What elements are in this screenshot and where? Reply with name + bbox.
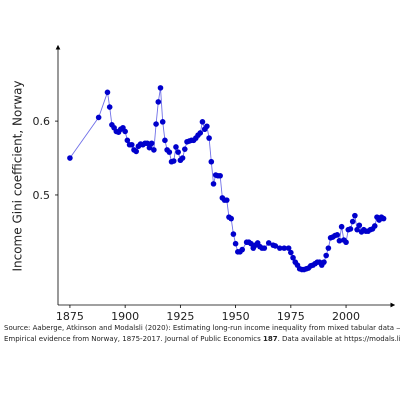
data-point	[162, 137, 168, 144]
data-point	[265, 240, 272, 246]
data-point	[173, 144, 179, 150]
data-point	[272, 243, 279, 249]
data-point	[155, 99, 162, 105]
x-tick-label: 1900	[111, 310, 139, 323]
source-line: Empirical evidence from Norway, 1875-201…	[4, 335, 400, 343]
y-tick-label: 0.6	[33, 115, 51, 128]
data-point	[239, 246, 246, 253]
data-point	[133, 148, 139, 155]
data-point	[67, 155, 73, 161]
data-point	[151, 147, 157, 153]
data-point	[146, 144, 153, 151]
data-point	[323, 252, 329, 259]
data-point	[352, 212, 358, 219]
data-point	[124, 137, 131, 144]
data-point	[380, 215, 387, 222]
data-point	[232, 240, 239, 247]
data-point	[204, 123, 210, 130]
data-point	[217, 172, 223, 179]
y-tick-label: 0.5	[33, 189, 51, 202]
source-text: Empirical evidence from Norway, 1875-201…	[4, 335, 263, 343]
data-point	[95, 114, 102, 121]
data-point	[371, 223, 378, 229]
data-point	[347, 226, 354, 232]
data-point	[181, 146, 188, 152]
data-point	[210, 181, 217, 187]
data-point	[321, 259, 327, 265]
data-point	[175, 149, 181, 155]
data-point	[343, 239, 349, 246]
x-tick-label: 1950	[222, 310, 250, 323]
x-tick-label: 2000	[332, 310, 360, 323]
data-point	[290, 254, 296, 261]
data-point	[261, 245, 268, 251]
data-point	[336, 237, 343, 244]
data-point	[170, 158, 177, 164]
data-point	[157, 85, 164, 91]
data-point	[338, 223, 345, 230]
data-point	[153, 121, 159, 127]
data-point	[354, 226, 360, 233]
series-line	[69, 87, 384, 270]
data-point	[276, 245, 283, 251]
source-line: Source: Aaberge, Atkinson and Modalsli (…	[4, 324, 400, 332]
data-point	[325, 245, 332, 251]
data-point	[208, 158, 215, 165]
data-point	[122, 128, 128, 135]
data-point	[356, 222, 363, 229]
data-point	[223, 197, 230, 203]
source-text: . Data available at https://modals.li	[278, 335, 400, 343]
data-point	[281, 245, 288, 251]
data-point	[334, 232, 341, 238]
data-point	[148, 140, 155, 147]
x-tick-label: 1875	[56, 310, 84, 323]
x-tick-label: 1925	[166, 310, 194, 323]
y-axis-label: Income Gini coefficient, Norway	[11, 80, 25, 271]
data-point	[285, 245, 292, 251]
data-point	[228, 215, 234, 222]
data-point	[159, 119, 166, 125]
data-point	[104, 89, 111, 96]
data-point	[199, 119, 206, 125]
data-point	[106, 104, 113, 110]
data-point	[128, 141, 135, 148]
data-point	[166, 149, 173, 155]
source-volume: 187	[263, 335, 278, 343]
data-point	[230, 231, 237, 237]
data-point	[197, 130, 204, 136]
data-point	[206, 135, 212, 141]
data-point	[144, 140, 151, 147]
data-point	[288, 249, 294, 256]
x-tick-label: 1975	[277, 310, 305, 323]
data-point	[248, 240, 254, 247]
data-point	[179, 155, 186, 161]
data-point	[349, 218, 356, 225]
